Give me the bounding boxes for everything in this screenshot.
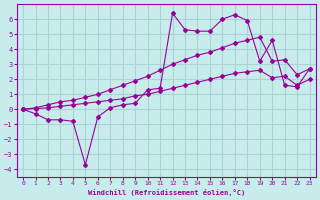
X-axis label: Windchill (Refroidissement éolien,°C): Windchill (Refroidissement éolien,°C) <box>88 189 245 196</box>
